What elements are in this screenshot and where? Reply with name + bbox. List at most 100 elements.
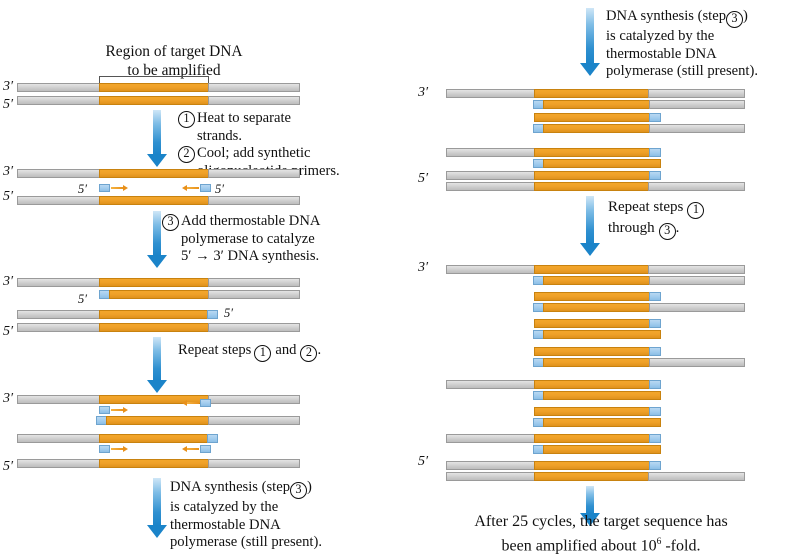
strand-short-product	[534, 347, 661, 356]
label-5prime-bottom: 5′	[3, 324, 14, 339]
target-segment	[534, 265, 649, 274]
primer-block	[649, 347, 661, 356]
strand-short-product	[533, 391, 661, 400]
new-strand-label-5prime: 5′	[224, 306, 233, 320]
note-line-4: polymerase (still present).	[606, 63, 758, 80]
primer-label-5prime-reverse: 5′	[215, 182, 224, 196]
label-3prime-top: 3′	[418, 85, 429, 100]
strand-newly-synthesized	[533, 358, 745, 367]
flanking-right-segment	[208, 459, 300, 468]
flanking-right-segment	[208, 323, 300, 332]
note-line-3: thermostable DNA	[170, 516, 281, 533]
flanking-right-segment	[208, 96, 300, 105]
flanking-right-segment	[208, 196, 300, 205]
target-region-heading: Region of target DNA to be amplified	[36, 42, 312, 80]
strand-short-product	[533, 330, 661, 339]
step-number-circle: 3	[162, 214, 179, 231]
target-segment	[543, 124, 650, 133]
primer-reverse	[200, 399, 211, 407]
target-segment	[543, 445, 661, 454]
conclusion-caption: After 25 cycles, the target sequence has…	[411, 511, 791, 556]
repeat-prefix: Repeat steps	[608, 199, 684, 215]
dna-synthesis-note-right: DNA synthesis (step 3) is catalyzed by th…	[606, 8, 797, 81]
blue-down-arrow-icon	[145, 211, 169, 269]
label-3prime-top: 3′	[418, 260, 429, 275]
target-segment	[534, 182, 649, 191]
strand-top	[17, 169, 300, 178]
heading-line-1: Region of target DNA	[105, 43, 243, 60]
strand-template-long	[17, 459, 300, 468]
primer-block	[200, 184, 211, 192]
primer-reverse	[200, 184, 211, 192]
repeat-middle: and	[275, 342, 297, 358]
strand-bottom	[17, 196, 300, 205]
note-prefix: DNA synthesis (step	[606, 8, 726, 24]
step-3-line: 3 Add thermostable DNA	[162, 213, 402, 231]
target-segment	[534, 171, 650, 180]
strand-short-product	[534, 292, 661, 301]
note-line-2: is catalyzed by the	[606, 28, 715, 44]
primer-block	[99, 406, 110, 414]
primer-block	[649, 461, 661, 470]
primer-block	[200, 399, 211, 407]
target-segment	[543, 330, 661, 339]
blue-down-arrow-icon	[145, 478, 169, 540]
target-segment	[543, 391, 661, 400]
target-segment	[534, 292, 650, 301]
primer-block	[649, 319, 661, 328]
strand-newly-synthesized	[446, 434, 661, 443]
strand-newly-synthesized	[446, 171, 661, 180]
primer-block	[207, 310, 218, 319]
target-segment	[99, 196, 209, 205]
target-segment	[109, 290, 209, 299]
strand-newly-synthesized	[17, 434, 218, 443]
flanking-right-segment	[649, 124, 745, 133]
primer-block	[207, 434, 218, 443]
target-segment	[106, 416, 209, 425]
repeat-line-1: Repeat steps 1	[608, 198, 797, 219]
step-number-circle: 1	[178, 111, 195, 128]
flanking-left-segment	[446, 472, 535, 481]
flanking-left-segment	[17, 96, 100, 105]
flanking-right-segment	[208, 395, 300, 404]
flanking-left-segment	[446, 148, 535, 157]
blue-down-arrow-icon	[578, 486, 602, 528]
primer-reverse	[200, 445, 211, 453]
flanking-right-segment	[649, 100, 745, 109]
primer-block	[649, 113, 661, 122]
step-2-line: 2 Cool; add synthetic	[178, 145, 403, 164]
target-segment	[534, 472, 649, 481]
blue-down-arrow-icon	[145, 110, 169, 167]
target-segment	[534, 461, 650, 470]
step-number-circle: 3	[726, 11, 743, 28]
target-region-bracket-icon	[99, 76, 209, 83]
label-3prime-top: 3′	[3, 79, 14, 94]
primer-block	[649, 380, 661, 389]
note-prefix: DNA synthesis (step	[170, 479, 290, 495]
target-segment	[99, 459, 209, 468]
flanking-left-segment	[17, 459, 100, 468]
primer-extension-arrow-left-icon	[182, 446, 199, 452]
primer-forward	[99, 184, 110, 192]
step-1-text-line-2: strands.	[197, 127, 242, 144]
strand-newly-synthesized	[99, 290, 300, 299]
primer-extension-arrow-right-icon	[111, 185, 128, 191]
flanking-left-segment	[17, 196, 100, 205]
strand-template-bottom	[17, 323, 300, 332]
strand-template-long	[446, 182, 745, 191]
flanking-left-segment	[17, 323, 100, 332]
step-1-line: 1 Heat to separate	[178, 110, 403, 128]
strand-template-long	[17, 395, 300, 404]
strand-template-long	[446, 265, 745, 274]
strand-bottom	[17, 96, 300, 105]
step-number-circle: 1	[687, 202, 705, 219]
flanking-right-segment	[208, 278, 300, 287]
target-segment	[99, 83, 209, 92]
primer-block	[649, 171, 661, 180]
primer-label-5prime-forward: 5′	[78, 182, 87, 196]
step-2-text-line-1: Cool; add synthetic	[197, 145, 311, 162]
target-segment	[99, 278, 209, 287]
flanking-left-segment	[446, 171, 535, 180]
label-3prime-top: 3′	[3, 164, 14, 179]
